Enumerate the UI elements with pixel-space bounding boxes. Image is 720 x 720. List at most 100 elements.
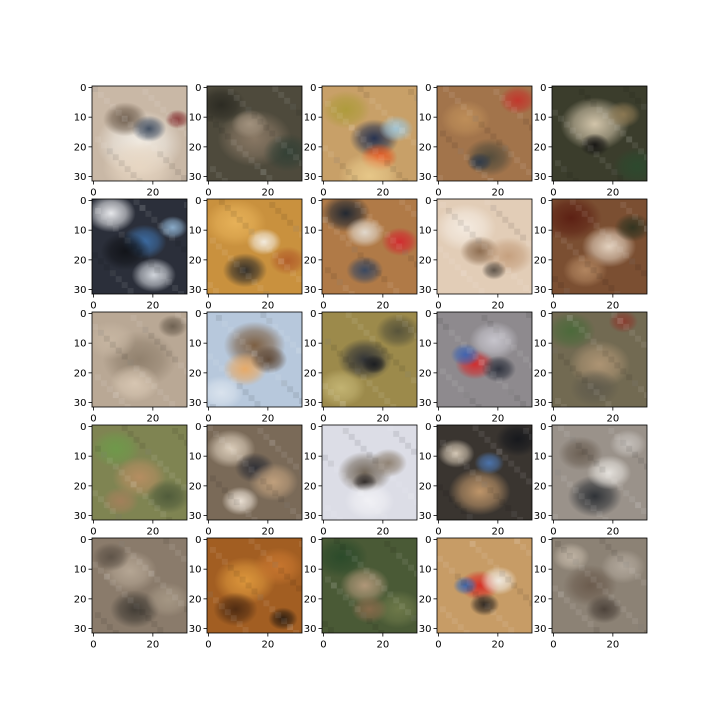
axes-frame: [321, 424, 418, 521]
x-tick-label: 20: [491, 188, 504, 199]
y-tick-label: 0: [310, 196, 316, 207]
x-tick-label: 0: [435, 640, 441, 651]
axes-frame: [206, 424, 303, 521]
axes-frame: [321, 198, 418, 295]
x-tick-label: 0: [320, 188, 326, 199]
y-tick-label: 30: [304, 624, 317, 635]
x-tick-label: 0: [320, 640, 326, 651]
x-tick-label: 20: [261, 414, 274, 425]
y-tick-label: 20: [304, 142, 317, 153]
subplot-r4c3: 0 20 0 10 20 30: [304, 422, 418, 538]
generated-image: [322, 86, 417, 181]
y-tick-label: 10: [419, 452, 432, 463]
x-tick-label: 0: [435, 188, 441, 199]
y-tick-label: 10: [304, 339, 317, 350]
axes-frame: [551, 537, 648, 634]
subplot-r1c2: 0 20 0 10 20 30: [189, 83, 303, 199]
y-tick-label: 30: [189, 398, 202, 409]
x-tick-label: 0: [320, 301, 326, 312]
subplot-r4c1: 0 20 0 10 20 30: [74, 422, 188, 538]
y-tick-label: 10: [74, 565, 87, 576]
x-tick-label: 20: [376, 527, 389, 538]
x-tick-label: 20: [491, 414, 504, 425]
y-tick-label: 10: [304, 226, 317, 237]
subplot-r2c1: 0 20 0 10 20 30: [74, 196, 188, 312]
generated-image: [437, 199, 532, 294]
generated-image: [92, 425, 187, 520]
generated-image: [437, 312, 532, 407]
y-tick-label: 20: [534, 368, 547, 379]
y-tick-label: 10: [189, 113, 202, 124]
y-tick-label: 0: [425, 309, 431, 320]
y-tick-label: 20: [534, 255, 547, 266]
subplot-r3c4: 0 20 0 10 20 30: [419, 309, 533, 425]
axes-frame: [91, 424, 188, 521]
y-tick-label: 20: [74, 142, 87, 153]
x-tick-label: 0: [90, 640, 96, 651]
x-tick-label: 0: [205, 188, 211, 199]
x-tick-label: 20: [146, 188, 159, 199]
y-tick-label: 0: [310, 309, 316, 320]
y-tick-label: 10: [534, 565, 547, 576]
y-tick-label: 30: [534, 511, 547, 522]
axes-frame: [206, 198, 303, 295]
y-tick-label: 20: [74, 481, 87, 492]
generated-image: [552, 538, 647, 633]
axes-frame: [436, 424, 533, 521]
x-tick-label: 20: [491, 301, 504, 312]
y-tick-label: 0: [195, 196, 201, 207]
generated-image: [552, 312, 647, 407]
y-tick-label: 0: [80, 309, 86, 320]
generated-image: [437, 425, 532, 520]
y-tick-label: 30: [304, 172, 317, 183]
generated-image: [92, 538, 187, 633]
y-tick-label: 10: [74, 226, 87, 237]
y-tick-label: 0: [540, 422, 546, 433]
x-tick-label: 0: [90, 301, 96, 312]
generated-image: [207, 538, 302, 633]
axes-frame: [206, 311, 303, 408]
y-tick-label: 20: [419, 142, 432, 153]
y-tick-label: 0: [310, 422, 316, 433]
y-tick-label: 20: [304, 481, 317, 492]
subplot-r5c4: 0 20 0 10 20 30: [419, 535, 533, 651]
axes-frame: [91, 311, 188, 408]
y-tick-label: 30: [74, 511, 87, 522]
y-tick-label: 30: [189, 285, 202, 296]
axes-frame: [436, 85, 533, 182]
x-tick-label: 0: [90, 414, 96, 425]
y-tick-label: 30: [534, 398, 547, 409]
y-tick-label: 10: [189, 452, 202, 463]
x-tick-label: 20: [261, 301, 274, 312]
subplot-r5c5: 0 20 0 10 20 30: [534, 535, 648, 651]
generated-image: [207, 312, 302, 407]
subplot-r5c1: 0 20 0 10 20 30: [74, 535, 188, 651]
x-tick-label: 20: [261, 188, 274, 199]
generated-image: [322, 199, 417, 294]
y-tick-label: 30: [189, 624, 202, 635]
x-tick-label: 20: [261, 527, 274, 538]
axes-frame: [91, 537, 188, 634]
axes-frame: [91, 85, 188, 182]
x-tick-label: 20: [606, 301, 619, 312]
x-tick-label: 20: [146, 414, 159, 425]
subplot-r3c2: 0 20 0 10 20 30: [189, 309, 303, 425]
axes-frame: [436, 198, 533, 295]
y-tick-label: 30: [74, 172, 87, 183]
axes-frame: [551, 424, 648, 521]
x-tick-label: 20: [261, 640, 274, 651]
y-tick-label: 0: [310, 535, 316, 546]
generated-image: [92, 199, 187, 294]
axes-frame: [206, 537, 303, 634]
generated-image: [322, 425, 417, 520]
subplot-r4c5: 0 20 0 10 20 30: [534, 422, 648, 538]
x-tick-label: 20: [491, 527, 504, 538]
generated-image: [207, 199, 302, 294]
y-tick-label: 30: [304, 398, 317, 409]
y-tick-label: 30: [534, 285, 547, 296]
generated-image: [437, 86, 532, 181]
y-tick-label: 30: [419, 624, 432, 635]
y-tick-label: 30: [74, 624, 87, 635]
x-tick-label: 0: [205, 640, 211, 651]
subplot-r1c5: 0 20 0 10 20 30: [534, 83, 648, 199]
